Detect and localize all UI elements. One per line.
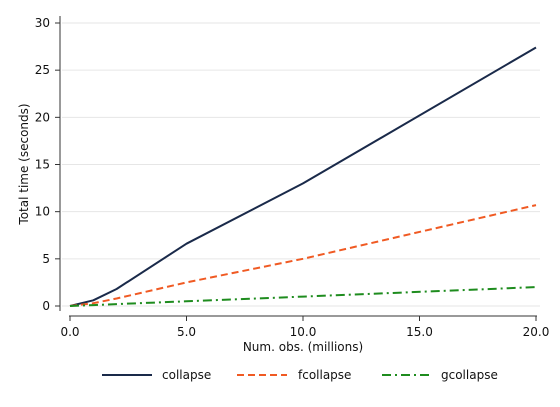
axes <box>59 16 537 317</box>
y-tick-label: 25 <box>35 63 50 77</box>
y-tick-label: 15 <box>35 158 50 172</box>
series-lines <box>69 46 537 307</box>
series-line-fcollapse <box>69 204 537 307</box>
legend-label-fcollapse: fcollapse <box>298 368 351 382</box>
legend-label-gcollapse: gcollapse <box>441 368 498 382</box>
x-tick-label: 15.0 <box>406 325 433 339</box>
y-tick-label: 0 <box>42 299 50 313</box>
x-tick-label: 0.0 <box>60 325 79 339</box>
y-tick-label: 5 <box>42 252 50 266</box>
x-axis-title: Num. obs. (millions) <box>243 340 363 354</box>
series-line-collapse <box>69 46 537 307</box>
legend: collapse fcollapse gcollapse <box>102 368 498 382</box>
legend-label-collapse: collapse <box>162 368 211 382</box>
gridlines <box>62 22 540 307</box>
x-ticks: 0.0 5.0 10.0 15.0 20.0 <box>60 316 549 339</box>
y-ticks: 0 5 10 15 20 25 30 <box>35 16 60 313</box>
x-tick-label: 5.0 <box>177 325 196 339</box>
y-tick-label: 30 <box>35 16 50 30</box>
series-line-gcollapse <box>69 286 537 307</box>
y-tick-label: 10 <box>35 205 50 219</box>
y-tick-label: 20 <box>35 110 50 124</box>
x-tick-label: 20.0 <box>523 325 550 339</box>
y-axis-title: Total time (seconds) <box>17 103 31 225</box>
x-tick-label: 10.0 <box>290 325 317 339</box>
